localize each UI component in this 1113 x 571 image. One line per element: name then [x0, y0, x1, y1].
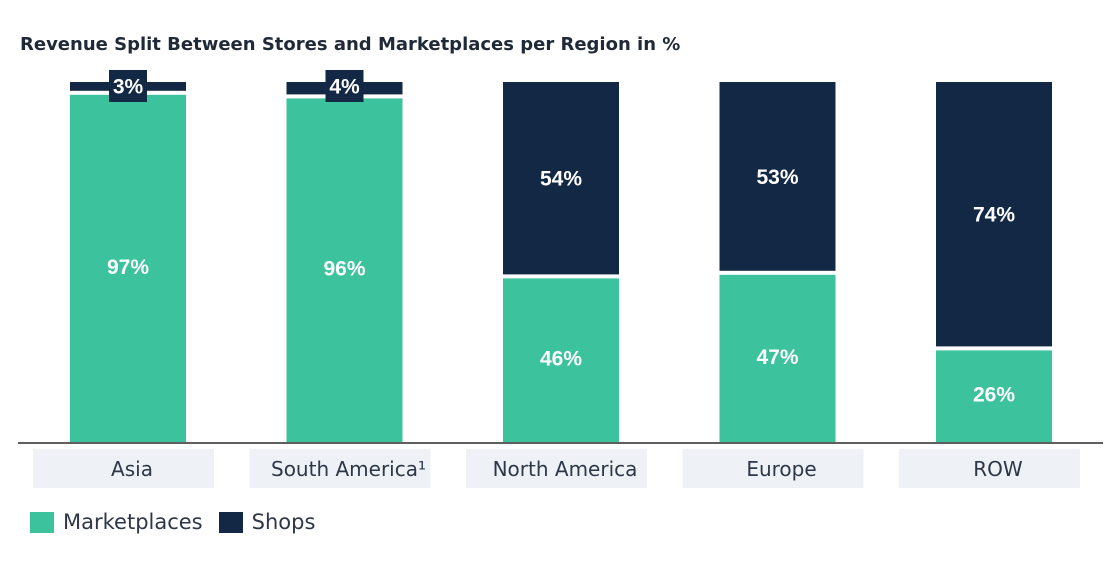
data-label-shops-1: 4%	[329, 76, 360, 99]
data-label-shops-4: 74%	[973, 204, 1015, 227]
legend: Marketplaces Shops	[30, 510, 331, 534]
data-label-box-shops-1	[325, 70, 364, 102]
bar-marketplaces-2	[503, 278, 619, 442]
bar-marketplaces-3	[719, 274, 836, 442]
x-tick-label-2: North America	[493, 457, 638, 481]
category-box-3	[682, 449, 864, 488]
data-label-marketplaces-1: 96%	[323, 258, 365, 281]
data-label-marketplaces-2: 46%	[540, 348, 582, 371]
bar-shops-3	[719, 82, 836, 271]
bar-marketplaces-0	[70, 94, 186, 443]
legend-item-marketplaces: Marketplaces	[30, 510, 203, 534]
x-tick-label-3: Europe	[746, 457, 816, 481]
legend-swatch-marketplaces	[30, 511, 54, 533]
data-label-marketplaces-0: 97%	[107, 256, 149, 279]
data-label-shops-2: 54%	[540, 168, 582, 191]
data-label-marketplaces-3: 47%	[756, 346, 798, 369]
stacked-bar-chart: 97% 3% Asia 96% 4% South America¹ 46% 54% North …	[18, 70, 1103, 488]
legend-item-shops: Shops	[218, 510, 316, 534]
category-box-1	[249, 449, 431, 488]
bar-shops-4	[936, 82, 1052, 347]
data-label-marketplaces-4: 26%	[973, 384, 1015, 407]
x-tick-label-0: Asia	[111, 457, 153, 481]
category-box-4	[899, 449, 1080, 488]
data-label-shops-3: 53%	[756, 166, 798, 189]
bar-marketplaces-4	[936, 350, 1052, 442]
bar-shops-2	[503, 82, 619, 275]
x-tick-label-4: ROW	[973, 457, 1023, 481]
category-box-2	[466, 449, 647, 488]
category-box-0	[33, 449, 214, 488]
data-label-box-shops-0	[109, 70, 147, 102]
data-label-shops-0: 3%	[113, 76, 144, 99]
legend-label-marketplaces: Marketplaces	[63, 510, 203, 534]
bar-marketplaces-1	[286, 98, 403, 443]
legend-swatch-shops	[218, 511, 243, 533]
legend-label-shops: Shops	[251, 510, 316, 534]
chart-title: Revenue Split Between Stores and Marketp…	[20, 34, 681, 55]
x-tick-label-1: South America¹	[271, 457, 426, 481]
